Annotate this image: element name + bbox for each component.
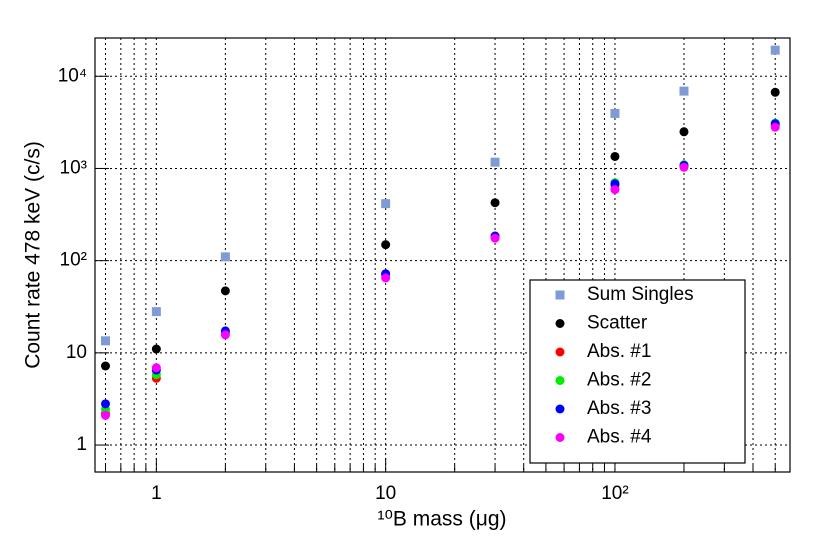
point (770, 87, 780, 97)
point (151, 307, 161, 317)
legend-marker (555, 319, 565, 328)
point (381, 273, 391, 283)
point (100, 410, 110, 420)
point (381, 199, 391, 209)
point (220, 330, 230, 340)
y-tick-label: 10³ (60, 157, 87, 178)
point (770, 122, 780, 132)
point (490, 157, 500, 167)
y-axis-label: Count rate 478 keV (c/s) (22, 141, 45, 369)
point (490, 233, 500, 243)
x-tick-label: 10 (375, 483, 396, 504)
legend-label: Abs. #3 (587, 398, 651, 419)
point (610, 108, 620, 118)
point (100, 336, 110, 346)
x-tick-label: 1 (151, 483, 162, 504)
point (151, 344, 161, 354)
point (679, 162, 689, 172)
point (381, 240, 391, 250)
x-tick-label: 10² (601, 483, 628, 504)
legend-marker (555, 376, 565, 385)
legend-marker (555, 290, 565, 300)
y-tick-label: 10² (60, 250, 87, 271)
x-axis-label: ¹⁰B mass (μg) (377, 508, 506, 531)
plot-frame (94, 37, 791, 473)
point (610, 151, 620, 161)
legend-marker (555, 347, 565, 357)
point (151, 363, 161, 373)
legend-box (529, 279, 746, 464)
point (610, 185, 620, 195)
y-tick-label: 1 (76, 434, 87, 455)
point (220, 252, 230, 262)
y-tick-label: 10⁴ (58, 65, 87, 86)
point (770, 45, 780, 55)
legend-marker (555, 433, 565, 442)
legend-marker (555, 404, 565, 414)
point (679, 86, 689, 96)
y-tick-label: 10 (66, 342, 87, 363)
legend-label: Abs. #4 (587, 427, 652, 448)
legend-label: Abs. #1 (587, 341, 651, 362)
legend-label: Abs. #2 (587, 370, 651, 391)
point (490, 198, 500, 208)
point (220, 286, 230, 296)
point (100, 399, 110, 409)
legend-label: Sum Singles (587, 284, 694, 305)
point (100, 361, 110, 371)
point (679, 127, 689, 137)
legend-label: Scatter (587, 313, 648, 334)
